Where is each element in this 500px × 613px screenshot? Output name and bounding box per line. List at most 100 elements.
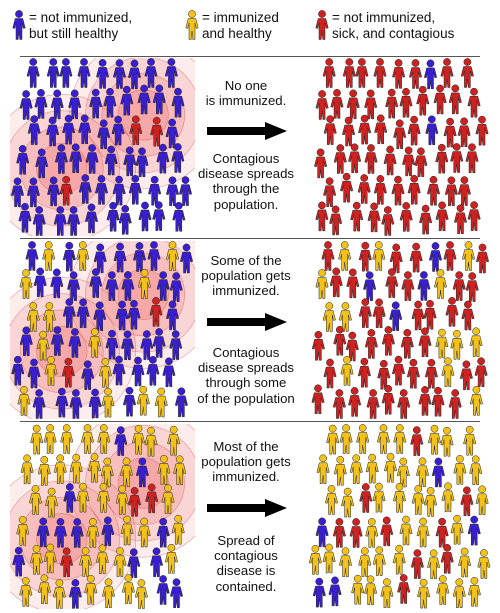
- person-sick-icon: [450, 143, 464, 173]
- person-not-immunized-icon: [431, 457, 445, 488]
- legend-immunized-line2: and healthy: [202, 26, 272, 41]
- person-immunized-icon: [477, 549, 491, 579]
- person-not-immunized-icon: [55, 387, 69, 418]
- person-immunized-icon: [372, 482, 386, 513]
- person-not-immunized-icon: [127, 548, 141, 578]
- person-sick-icon: [383, 145, 397, 176]
- person-immunized-icon: [435, 328, 449, 359]
- person-not-immunized-icon: [111, 115, 125, 146]
- person-not-immunized-icon: [105, 271, 119, 301]
- person-sick-icon: [366, 389, 380, 419]
- person-sick-icon: [476, 243, 489, 274]
- person-not-immunized-icon: [166, 176, 179, 207]
- person-sick-icon: [431, 386, 445, 417]
- person-sick-icon: [433, 84, 447, 115]
- person-not-immunized-icon: [68, 579, 82, 609]
- person-not-immunized-icon: [59, 58, 73, 88]
- person-not-immunized-icon: [165, 118, 179, 149]
- caption-line: through some: [205, 375, 287, 391]
- person-not-immunized-icon: [11, 355, 25, 386]
- person-sick-icon: [460, 58, 474, 88]
- arrow-right-icon: [207, 122, 287, 140]
- person-not-immunized-icon: [156, 143, 170, 174]
- person-sick-icon: [332, 389, 346, 419]
- person-sick-icon: [377, 359, 391, 390]
- person-immunized-icon: [134, 579, 148, 609]
- caption-line: population.: [213, 196, 279, 212]
- person-not-immunized-icon: [172, 201, 186, 232]
- person-sick-icon: [364, 144, 378, 174]
- caption-bottom-row-1: Contagious disease spreads through the p…: [190, 151, 302, 212]
- person-not-immunized-icon: [68, 89, 82, 120]
- person-not-immunized-icon: [156, 271, 170, 301]
- person-not-immunized-icon: [27, 358, 41, 389]
- person-not-immunized-icon: [312, 577, 326, 608]
- person-immunized-icon: [416, 457, 429, 488]
- person-immunized-icon: [364, 575, 378, 606]
- person-immunized-icon: [164, 543, 178, 574]
- person-immunized-icon: [19, 269, 33, 299]
- person-not-immunized-icon: [33, 267, 47, 298]
- caption-line: population gets: [201, 454, 291, 470]
- person-sick-icon: [454, 204, 467, 234]
- person-not-immunized-icon: [140, 330, 154, 360]
- person-sick-icon: [460, 486, 474, 517]
- person-not-immunized-icon: [123, 146, 137, 177]
- caption-line: contagious: [214, 548, 278, 564]
- person-immunized-icon: [171, 514, 185, 545]
- person-immunized-icon: [434, 269, 447, 299]
- caption-top-row-2: Some of the population gets immunized.: [190, 253, 302, 299]
- person-blue-icon: [12, 10, 26, 40]
- person-immunized-icon: [42, 302, 56, 332]
- person-not-immunized-icon: [328, 576, 342, 607]
- person-sick-icon: [401, 271, 415, 301]
- person-not-immunized-icon: [67, 271, 81, 301]
- legend-sick: = not immunized, sick, and contagious: [315, 10, 454, 42]
- person-not-immunized-icon: [113, 242, 127, 273]
- person-sick-icon: [321, 241, 335, 271]
- person-not-immunized-icon: [148, 175, 162, 206]
- person-not-immunized-icon: [429, 242, 442, 272]
- person-not-immunized-icon: [97, 119, 111, 150]
- person-sick-icon: [467, 201, 481, 231]
- person-not-immunized-icon: [93, 243, 107, 274]
- person-not-immunized-icon: [135, 457, 149, 488]
- person-sick-icon: [150, 116, 164, 147]
- person-sick-icon: [475, 115, 489, 146]
- legend-not-immunized: = not immunized, but still healthy: [12, 10, 132, 42]
- person-immunized-icon: [132, 424, 145, 455]
- person-sick-icon: [348, 143, 362, 174]
- person-not-immunized-icon: [389, 301, 403, 332]
- person-not-immunized-icon: [123, 386, 136, 417]
- person-not-immunized-icon: [105, 329, 119, 360]
- person-not-immunized-icon: [27, 115, 41, 145]
- person-immunized-icon: [411, 485, 425, 515]
- arrow-right-icon: [207, 313, 287, 331]
- person-sick-icon: [380, 516, 394, 547]
- person-sick-icon: [345, 331, 359, 362]
- person-sick-icon: [373, 175, 387, 205]
- person-immunized-icon: [30, 544, 43, 575]
- person-immunized-icon: [356, 424, 370, 454]
- person-sick-icon: [445, 297, 459, 327]
- person-sick-icon: [393, 119, 407, 150]
- person-immunized-icon: [29, 485, 42, 515]
- legend-not-immunized-line1: = not immunized,: [29, 10, 133, 25]
- person-not-immunized-icon: [156, 517, 170, 548]
- person-not-immunized-icon: [135, 147, 149, 178]
- caption-line: of the population: [197, 390, 295, 406]
- person-not-immunized-icon: [137, 84, 151, 115]
- person-not-immunized-icon: [32, 389, 46, 419]
- person-not-immunized-icon: [18, 202, 32, 233]
- person-immunized-icon: [316, 454, 330, 485]
- person-yellow-icon: [185, 10, 199, 40]
- person-sick-icon: [444, 176, 458, 207]
- person-sick-icon: [357, 174, 371, 204]
- person-sick-icon: [392, 355, 405, 386]
- person-sick-icon: [435, 517, 449, 548]
- person-immunized-icon: [450, 514, 464, 545]
- person-immunized-icon: [30, 424, 44, 455]
- person-not-immunized-icon: [131, 356, 145, 387]
- person-immunized-icon: [333, 455, 347, 486]
- person-immunized-icon: [326, 424, 340, 455]
